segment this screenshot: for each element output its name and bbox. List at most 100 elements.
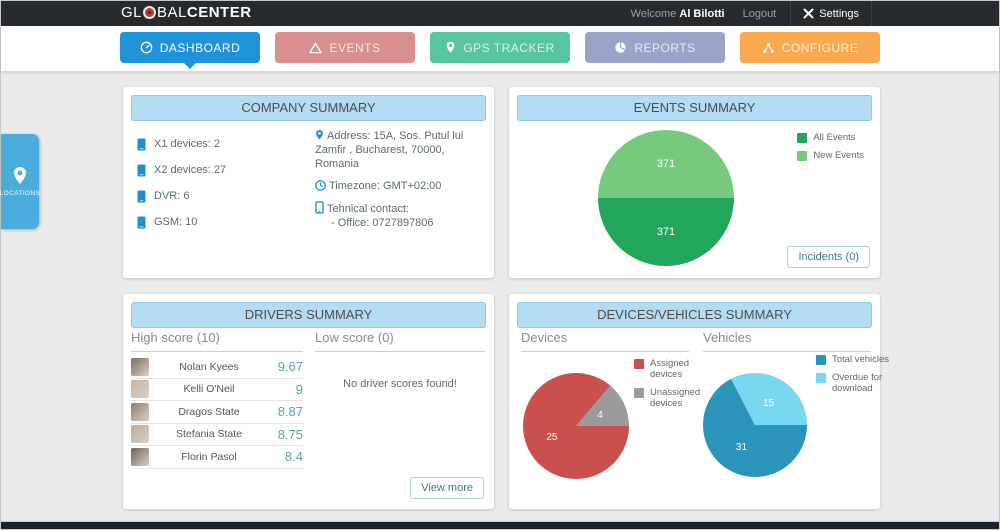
- high-score-title: High score (10): [131, 330, 303, 352]
- device-count-text: X1 devices: 2: [154, 138, 221, 150]
- legend-label: All Events: [813, 132, 856, 143]
- map-pin-icon: [14, 167, 26, 184]
- driver-row: Stefania State 8.75: [131, 424, 303, 446]
- device-counts-list: X1 devices: 2 X2 devices: 27 DVR: 6 GSM: 10: [137, 131, 226, 235]
- incidents-button[interactable]: Incidents (0): [787, 246, 870, 268]
- device-count-item: GSM: 10: [137, 209, 226, 235]
- devices-subtitle: Devices: [521, 330, 689, 352]
- legend-swatch: [816, 354, 826, 365]
- mobile-device-icon: [137, 138, 146, 150]
- driver-name: Kelli O'Neil: [183, 383, 235, 396]
- pie-slice-unassigned-devices: [576, 385, 629, 426]
- nav-tab-gps-tracker[interactable]: GPS TRACKER: [430, 32, 570, 63]
- locations-side-tab[interactable]: LOCATIONS: [0, 134, 41, 229]
- view-more-button[interactable]: View more: [410, 477, 484, 499]
- company-summary-panel: COMPANY SUMMARY X1 devices: 2 X2 devices:…: [123, 87, 494, 278]
- settings-button[interactable]: Settings: [790, 1, 872, 26]
- device-count-item: DVR: 6: [137, 183, 226, 209]
- company-contact: Tehnical contact: - Office: 0727897806: [315, 201, 485, 230]
- events-summary-panel: EVENTS SUMMARY 371 371 All Events New Even…: [509, 87, 880, 278]
- mobile-device-icon: [137, 164, 146, 176]
- device-count-text: X2 devices: 27: [154, 164, 227, 176]
- nav-tab-label: REPORTS: [634, 40, 696, 55]
- logo-text-middle: BAL: [157, 4, 187, 21]
- legend-swatch: [816, 372, 826, 383]
- devices-vehicles-panel: DEVICES/VEHICLES SUMMARY Devices Vehicle…: [509, 294, 889, 509]
- legend-label: Unassigned devices: [650, 387, 701, 409]
- driver-name: Nolan Kyees: [179, 360, 239, 373]
- devices-pie-chart: 25 4: [523, 373, 629, 480]
- low-score-title: Low score (0): [315, 330, 485, 352]
- pie-slice-value: 15: [763, 398, 775, 409]
- company-timezone: Timezone: GMT+02:00: [315, 179, 485, 193]
- company-address: Address: 15A, Sos. Putul lui Zamfir , Bu…: [315, 129, 464, 170]
- driver-name: Dragos State: [178, 405, 240, 418]
- user-name: Al Bilotti: [679, 7, 725, 20]
- pie-slice-value: 25: [546, 432, 558, 443]
- events-pie-chart: 371 371: [598, 130, 734, 266]
- legend-swatch: [797, 132, 808, 143]
- driver-row: Dragos State 8.87: [131, 401, 303, 424]
- map-pin-icon: [445, 41, 456, 54]
- nav-band: DASHBOARD EVENTS GPS TRACKER REPORTS CONFIGU…: [1, 26, 999, 72]
- bottom-strip: [1, 521, 999, 529]
- pie-slice-value: 31: [736, 442, 748, 453]
- welcome-text: Welcome Al Bilotti: [630, 7, 725, 20]
- nav-tab-label: DASHBOARD: [159, 40, 241, 55]
- legend-item: Assigned devices: [634, 358, 708, 380]
- pie-slice-overdue-for-download: [731, 373, 807, 425]
- driver-avatar: [131, 402, 149, 421]
- nodes-icon: [762, 42, 775, 54]
- nav-tab-events[interactable]: EVENTS: [275, 32, 415, 63]
- legend-swatch: [634, 387, 644, 398]
- driver-name: Florin Pasol: [181, 450, 237, 463]
- nav-tab-label: EVENTS: [329, 40, 381, 55]
- company-info: Address: 15A, Sos. Putul lui Zamfir , Bu…: [315, 129, 485, 238]
- driver-row: Florin Pasol 8.4: [131, 446, 303, 469]
- active-tab-caret: [184, 63, 196, 69]
- high-score-list: Nolan Kyees 9.67 Kelli O'Neil 9 Dragos State…: [131, 356, 303, 469]
- driver-row: Kelli O'Neil 9: [131, 379, 303, 401]
- logout-link[interactable]: Logout: [742, 7, 777, 20]
- map-pin-icon: [316, 129, 323, 140]
- drivers-summary-title: DRIVERS SUMMARY: [131, 302, 486, 328]
- nav-tab-configure[interactable]: CONFIGURE: [740, 32, 880, 63]
- legend-item: New Events: [797, 150, 864, 161]
- top-bar: GL BAL CENTER Welcome Al Bilotti Logout …: [1, 1, 999, 26]
- legend-label: Assigned devices: [650, 358, 690, 380]
- events-summary-title: EVENTS SUMMARY: [517, 95, 872, 121]
- vehicles-legend: Total vehicles Overdue for download: [816, 354, 890, 394]
- legend-swatch: [797, 150, 808, 161]
- legend-item: Total vehicles: [816, 354, 890, 365]
- logo-text-prefix: GL: [121, 4, 143, 21]
- app-logo: GL BAL CENTER: [121, 4, 252, 21]
- nav-tab-reports[interactable]: REPORTS: [585, 32, 725, 63]
- driver-score: 8.75: [277, 426, 303, 442]
- drivers-summary-panel: DRIVERS SUMMARY High score (10) Low scor…: [123, 294, 494, 509]
- pie-slice-new-events: [598, 130, 734, 198]
- logo-text-suffix: CENTER: [186, 4, 252, 21]
- driver-avatar: [131, 357, 149, 376]
- device-count-text: DVR: 6: [154, 190, 190, 202]
- vehicles-pie-chart: 31 15: [703, 373, 807, 478]
- driver-avatar: [131, 425, 149, 444]
- legend-item: All Events: [797, 132, 864, 143]
- nav-tab-label: GPS TRACKER: [463, 40, 555, 55]
- mobile-device-icon: [137, 216, 146, 228]
- driver-score: 8.87: [277, 404, 303, 420]
- locations-tab-label: LOCATIONS: [0, 190, 41, 197]
- nav-tab-label: CONFIGURE: [781, 40, 859, 55]
- warning-triangle-icon: [309, 42, 323, 54]
- target-icon: [143, 6, 157, 19]
- devices-vehicles-title: DEVICES/VEHICLES SUMMARY: [517, 302, 872, 328]
- nav-tab-dashboard[interactable]: DASHBOARD: [120, 32, 260, 69]
- low-score-empty-message: No driver scores found!: [343, 378, 457, 390]
- driver-score: 9.67: [277, 359, 303, 375]
- pie-slice-value: 371: [657, 226, 675, 238]
- driver-avatar: [131, 447, 149, 466]
- legend-item: Unassigned devices: [634, 387, 708, 409]
- device-count-item: X1 devices: 2: [137, 131, 226, 157]
- main-nav: DASHBOARD EVENTS GPS TRACKER REPORTS CONFIGU…: [1, 32, 999, 69]
- company-summary-title: COMPANY SUMMARY: [131, 95, 486, 121]
- mobile-phone-icon: [315, 201, 324, 214]
